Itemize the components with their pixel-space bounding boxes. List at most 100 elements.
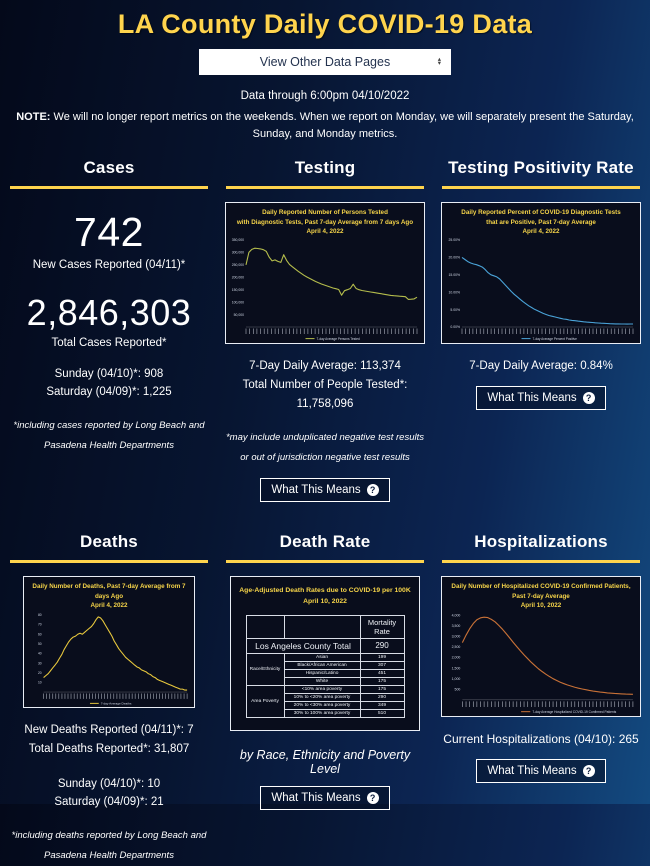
svg-text:200,000: 200,000 [232,276,244,280]
hospitalizations-chart: Daily Number of Hospitalized COVID-19 Co… [441,576,641,717]
svg-text:20.00%: 20.00% [449,256,461,260]
rate-cell: 175 [359,676,405,686]
testing-section: Testing Daily Reported Number of Persons… [225,158,425,503]
mortality-table-title-line2: April 10, 2022 [303,598,347,606]
deaths-sunday-line: Sunday (04/10)*: 10 [57,778,161,791]
deaths-section: Deaths Daily Number of Deaths, Past 7-da… [9,532,209,865]
county-total-label: Los Angeles County Total [245,637,361,654]
category-cell: 20% to <30% area poverty [283,700,361,710]
view-other-data-pages-select[interactable]: View Other Data Pages ▴ ▾ [199,49,451,75]
new-deaths-line: New Deaths Reported (04/11)*: 7 [24,724,194,737]
svg-text:150,000: 150,000 [232,288,244,292]
svg-text:60: 60 [38,632,42,636]
deaths-chart: Daily Number of Deaths, Past 7-day Avera… [23,576,195,709]
positivity-chart: Daily Reported Percent of COVID-19 Diagn… [441,202,641,345]
what-this-means-button[interactable]: What This Means ? [476,386,606,411]
chart-canvas: 4,000 3,500 3,000 2,500 2,000 1,500 1,000 500 7-… [452,613,634,713]
svg-text:100,000: 100,000 [232,301,244,305]
what-this-means-button[interactable]: What This Means ? [260,785,390,810]
deaths-footnote: *including deaths reported by Long Beach… [11,829,207,861]
rate-cell: 290 [359,692,405,702]
cases-sunday-line: Sunday (04/10)*: 908 [54,368,164,381]
svg-text:250,000: 250,000 [232,264,244,268]
svg-text:4,000: 4,000 [452,613,461,617]
svg-text:10.00%: 10.00% [449,291,461,295]
deaths-heading: Deaths [80,532,138,552]
category-cell: Black/African American [283,660,361,670]
cases-heading: Cases [83,158,135,178]
metrics-grid: Cases 742 New Cases Reported (04/11)* 2,… [9,158,641,866]
deaths-saturday-line: Saturday (04/09)*: 21 [54,795,164,808]
testing-stats: 7-Day Daily Average: 113,374 Total Numbe… [225,357,425,414]
hospitalizations-heading: Hospitalizations [474,532,608,552]
testing-footnote: *may include unduplicated negative test … [225,432,425,464]
yellow-divider [10,560,208,564]
total-cases-value: 2,846,303 [26,292,192,334]
total-cases-label: Total Cases Reported* [51,337,167,350]
death-rate-heading: Death Rate [279,532,371,552]
what-this-means-button[interactable]: What This Means ? [260,478,390,503]
testing-heading: Testing [294,158,356,178]
cases-saturday-line: Saturday (04/09)*: 1,225 [46,385,172,398]
page-title: LA County Daily COVID-19 Data [117,9,533,39]
question-icon: ? [582,765,595,778]
rate-cell: 199 [359,652,405,662]
svg-text:7-day Average Deaths: 7-day Average Deaths [101,701,132,705]
svg-text:50,000: 50,000 [234,313,244,317]
total-deaths-line: Total Deaths Reported*: 31,807 [28,743,190,756]
cases-section: Cases 742 New Cases Reported (04/11)* 2,… [9,158,209,502]
table-row: Area Poverty <10% area poverty 175 [245,684,405,718]
category-cell: Hispanic/Latino [283,668,361,678]
deaths-stats: New Deaths Reported (04/11)*: 7 Total De… [9,721,209,759]
dropdown-label: View Other Data Pages [259,55,391,69]
svg-text:2,000: 2,000 [452,655,461,659]
area-poverty-group-label: Area Poverty [245,684,285,718]
new-cases-label: New Cases Reported (04/11)* [32,259,186,272]
svg-text:15.00%: 15.00% [449,273,461,277]
race-ethnicity-group-label: Race/Ethnicity [245,652,285,686]
empty-cell [283,614,361,639]
svg-text:80: 80 [38,613,42,617]
table-row: Race/Ethnicity Asian 199 [245,652,405,686]
testing-total-value: 11,758,096 [296,398,354,411]
svg-text:0.00%: 0.00% [450,326,460,330]
note-bold: NOTE: [16,111,51,123]
what-this-means-label: What This Means [271,791,361,804]
question-icon: ? [366,484,379,497]
death-rate-section: Death Rate Age-Adjusted Death Rates due … [225,532,425,865]
cases-footnote: *including cases reported by Long Beach … [13,419,205,451]
yellow-divider [10,186,208,190]
cases-weekend-lines: Sunday (04/10)*: 908 Saturday (04/09)*: … [9,366,209,402]
chart-title: Daily Number of Hospitalized COVID-19 Co… [451,583,631,610]
hospitalizations-section: Hospitalizations Daily Number of Hospita… [441,532,641,865]
svg-text:300,000: 300,000 [232,251,244,255]
current-hospitalizations-line: Current Hospitalizations (04/10): 265 [443,731,639,746]
what-this-means-label: What This Means [487,392,577,405]
mortality-table-box: Age-Adjusted Death Rates due to COVID-19… [230,576,420,731]
what-this-means-label: What This Means [271,484,361,497]
positivity-section: Testing Positivity Rate Daily Reported P… [441,158,641,502]
mortality-table-title-line1: Age-Adjusted Death Rates due to COVID-19… [239,587,411,595]
death-rate-caption: by Race, Ethnicity and Poverty Level [239,747,411,776]
chart-title: Daily Number of Deaths, Past 7-day Avera… [32,583,186,610]
category-cell: 10% to <20% area poverty [283,692,361,702]
new-cases-value: 742 [74,209,144,256]
question-icon: ? [366,791,379,804]
note-body: We will no longer report metrics on the … [50,111,634,141]
category-cell: <10% area poverty [283,684,361,694]
positivity-heading: Testing Positivity Rate [448,158,634,178]
svg-text:25.00%: 25.00% [449,239,461,243]
svg-text:1,500: 1,500 [452,666,461,670]
rate-cell: 307 [359,660,405,670]
chart-title: Daily Reported Number of Persons Tested w… [236,209,414,235]
what-this-means-button[interactable]: What This Means ? [476,759,606,784]
deaths-weekend-lines: Sunday (04/10)*: 10 Saturday (04/09)*: 2… [9,776,209,812]
rate-cell: 175 [359,684,405,694]
rate-cell: 349 [359,700,405,710]
select-arrows-icon: ▴ ▾ [437,55,441,67]
note-text: NOTE: We will no longer report metrics o… [11,109,639,143]
chart-canvas: 350,000 300,000 250,000 200,000 150,000 100,0… [232,239,418,341]
yellow-divider [226,560,424,564]
svg-text:7-day Average Persons Tested: 7-day Average Persons Tested [317,337,361,341]
